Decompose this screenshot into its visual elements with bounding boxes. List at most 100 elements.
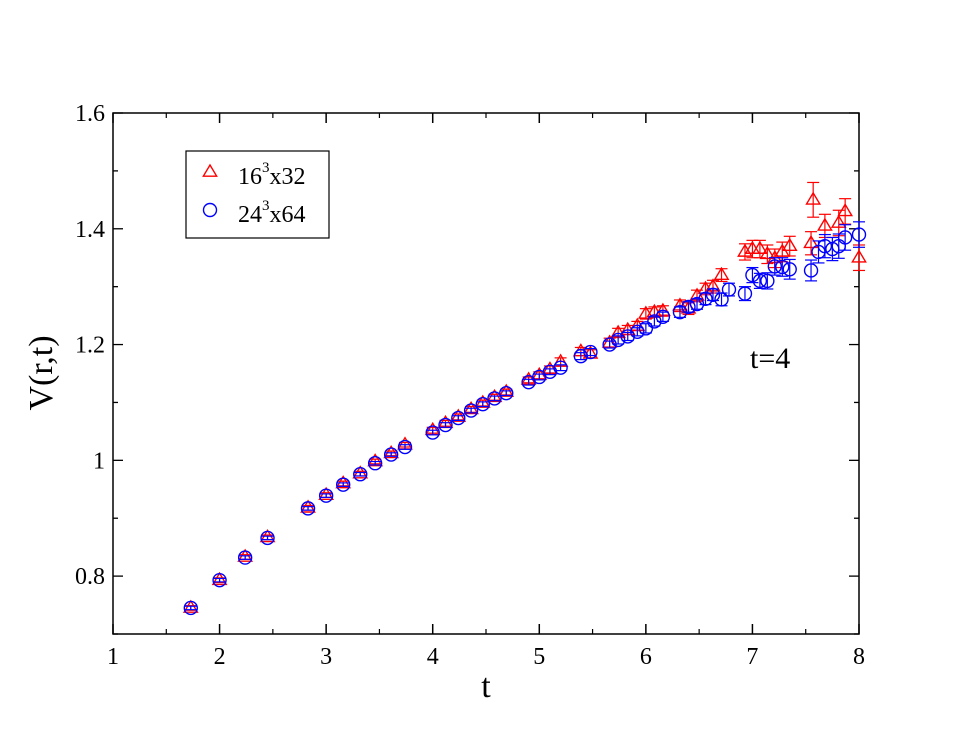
circle-point <box>318 488 334 503</box>
circle-point <box>183 600 198 616</box>
error-bar <box>239 555 252 560</box>
error-bar <box>354 471 367 477</box>
x-tick-label: 8 <box>853 644 865 670</box>
tick-labels: 1 2 3 4 5 6 7 8 0.8 1 1.2 1.4 1.6 <box>75 101 865 670</box>
triangle-point <box>851 249 867 263</box>
error-bar <box>213 577 226 583</box>
triangle-point <box>637 305 654 319</box>
x-tick-label: 6 <box>640 644 652 670</box>
circle-point <box>698 291 713 307</box>
error-bar <box>639 308 652 320</box>
error-bar <box>584 348 597 357</box>
error-bar <box>337 482 350 487</box>
error-bar <box>761 272 774 290</box>
x-tick-label: 1 <box>107 644 119 670</box>
circle-point <box>438 417 453 433</box>
triangle-point <box>805 191 822 205</box>
circle-point <box>237 550 253 565</box>
series-2 <box>183 221 867 616</box>
circle-point <box>760 273 775 289</box>
error-bar <box>399 444 412 450</box>
error-bar <box>302 506 315 511</box>
circle-point <box>817 238 833 254</box>
circle-point <box>335 477 351 492</box>
circle-point <box>775 259 790 275</box>
circle-point <box>463 403 479 418</box>
axis-ticks <box>112 112 860 635</box>
error-bar <box>261 535 274 541</box>
y-tick-label: 1.4 <box>75 217 105 243</box>
triangle-point <box>759 245 776 260</box>
circle-point <box>721 282 737 297</box>
triangle-point <box>383 445 400 459</box>
legend: 163x32 243x64 <box>185 150 330 239</box>
circle-point <box>353 467 368 482</box>
y-tick-label: 1 <box>93 448 105 474</box>
x-tick-label: 3 <box>320 644 332 670</box>
x-tick-label: 7 <box>746 644 758 670</box>
circle-point <box>499 385 514 401</box>
circle-point <box>583 344 598 360</box>
triangle-point <box>335 475 352 489</box>
circle-point <box>837 230 853 245</box>
circle-point <box>803 263 819 278</box>
error-bar <box>465 407 478 414</box>
triangle-point <box>737 243 753 257</box>
circle-point <box>638 321 654 336</box>
circle-point <box>451 410 466 426</box>
triangle-point <box>803 234 819 249</box>
circle-point <box>487 391 502 406</box>
error-bar <box>807 181 820 218</box>
error-bar <box>554 364 567 372</box>
triangle-point <box>367 453 384 467</box>
error-bar <box>184 605 197 611</box>
circle-point <box>681 299 696 315</box>
y-tick-label: 1.2 <box>75 333 105 359</box>
circle-point <box>397 439 413 455</box>
circle-point <box>475 396 491 412</box>
series-1 <box>182 181 867 613</box>
y-tick-label: 1.6 <box>75 101 105 127</box>
circle-point <box>782 262 797 277</box>
circle-point <box>630 324 645 340</box>
error-bar <box>612 335 625 345</box>
error-bar <box>320 493 333 498</box>
triangle-point <box>713 266 730 280</box>
triangle-point <box>830 214 847 228</box>
triangle-point <box>817 217 833 231</box>
circle-point <box>705 287 721 302</box>
error-bar <box>818 233 831 259</box>
error-bar <box>439 422 452 428</box>
legend-label-1: 163x32 <box>238 160 306 190</box>
error-bar <box>621 331 634 342</box>
legend-marker-2 <box>202 202 218 218</box>
circle-point <box>300 501 316 516</box>
error-bar <box>746 266 759 284</box>
error-bar <box>476 401 489 408</box>
circle-point <box>767 259 783 274</box>
error-bar <box>500 390 513 397</box>
triangle-point <box>781 237 798 252</box>
circle-point <box>553 360 568 375</box>
y-tick-label: 0.8 <box>75 564 105 590</box>
error-bar <box>603 340 616 349</box>
circle-point <box>260 530 275 546</box>
error-bar <box>488 395 501 402</box>
error-bar <box>631 327 644 337</box>
circle-point <box>212 572 227 588</box>
legend-label-2: 243x64 <box>238 198 306 228</box>
x-tick-label: 2 <box>214 644 226 670</box>
circle-point <box>714 292 729 307</box>
circle-point <box>851 227 867 242</box>
y-axis-title: V(r,t) <box>23 335 60 410</box>
error-bar <box>853 221 865 248</box>
triangle-point <box>837 203 854 217</box>
series-layer <box>182 181 867 616</box>
error-bar <box>369 460 382 466</box>
error-bar <box>839 224 852 251</box>
x-tick-label: 4 <box>427 644 439 670</box>
circle-point <box>367 456 383 471</box>
x-tick-label: 5 <box>533 644 545 670</box>
circle-point <box>655 309 671 324</box>
